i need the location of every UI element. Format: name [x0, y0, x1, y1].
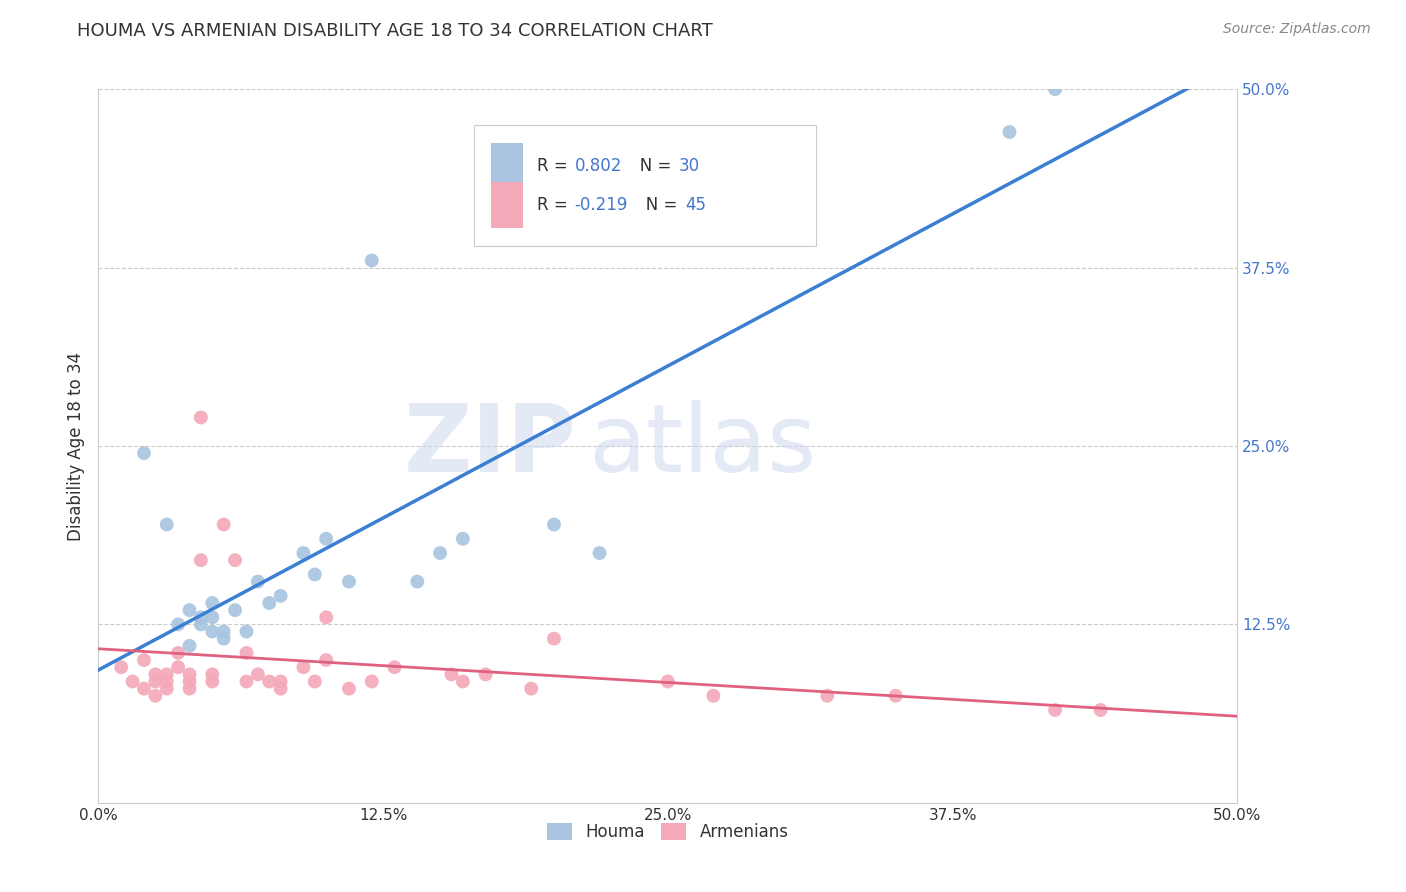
Point — [440, 667, 463, 681]
Point — [110, 660, 132, 674]
Point — [304, 567, 326, 582]
Point — [212, 624, 235, 639]
Point — [315, 610, 337, 624]
Point — [201, 624, 224, 639]
Point — [337, 574, 360, 589]
Point — [1135, 75, 1157, 89]
Point — [543, 517, 565, 532]
Point — [1043, 703, 1066, 717]
Point — [429, 546, 451, 560]
Point — [145, 674, 167, 689]
Point — [360, 253, 382, 268]
Point — [315, 653, 337, 667]
Text: 45: 45 — [685, 196, 706, 214]
Text: R =: R = — [537, 196, 572, 214]
Point — [201, 667, 224, 681]
Point — [190, 617, 212, 632]
Point — [315, 532, 337, 546]
Point — [451, 532, 474, 546]
Point — [246, 667, 269, 681]
Point — [884, 689, 907, 703]
Point — [212, 632, 235, 646]
Point — [132, 446, 155, 460]
Point — [304, 674, 326, 689]
Point — [121, 674, 143, 689]
Point — [201, 596, 224, 610]
Point — [360, 674, 382, 689]
Point — [167, 617, 190, 632]
Legend: Houma, Armenians: Houma, Armenians — [540, 816, 796, 848]
Point — [224, 553, 246, 567]
Point — [179, 639, 201, 653]
Point — [167, 646, 190, 660]
Point — [190, 410, 212, 425]
Point — [384, 660, 406, 674]
Text: 30: 30 — [679, 157, 700, 175]
Point — [259, 596, 281, 610]
Point — [543, 632, 565, 646]
Point — [588, 546, 610, 560]
Point — [337, 681, 360, 696]
Text: HOUMA VS ARMENIAN DISABILITY AGE 18 TO 34 CORRELATION CHART: HOUMA VS ARMENIAN DISABILITY AGE 18 TO 3… — [77, 22, 713, 40]
Point — [179, 681, 201, 696]
Point — [998, 125, 1021, 139]
Point — [259, 674, 281, 689]
Text: Source: ZipAtlas.com: Source: ZipAtlas.com — [1223, 22, 1371, 37]
Point — [520, 681, 543, 696]
Point — [179, 603, 201, 617]
Point — [190, 610, 212, 624]
Bar — [474, 125, 815, 246]
Point — [156, 517, 179, 532]
Text: -0.219: -0.219 — [575, 196, 628, 214]
Point — [474, 667, 496, 681]
Point — [212, 517, 235, 532]
Text: R =: R = — [537, 157, 572, 175]
Point — [235, 646, 257, 660]
Point — [270, 589, 292, 603]
Point — [406, 574, 429, 589]
Point — [179, 667, 201, 681]
Point — [235, 624, 257, 639]
Point — [201, 674, 224, 689]
Text: atlas: atlas — [588, 400, 817, 492]
Point — [235, 674, 257, 689]
Point — [132, 681, 155, 696]
Y-axis label: Disability Age 18 to 34: Disability Age 18 to 34 — [66, 351, 84, 541]
Text: N =: N = — [624, 157, 676, 175]
Point — [270, 681, 292, 696]
Point — [1043, 82, 1066, 96]
Point — [292, 660, 315, 674]
Point — [156, 674, 179, 689]
Bar — [491, 182, 523, 228]
Point — [156, 681, 179, 696]
Point — [145, 667, 167, 681]
Point — [451, 674, 474, 689]
Point — [179, 674, 201, 689]
Point — [190, 553, 212, 567]
Text: ZIP: ZIP — [404, 400, 576, 492]
Point — [224, 603, 246, 617]
Point — [657, 674, 679, 689]
Point — [270, 674, 292, 689]
Point — [1090, 703, 1112, 717]
Point — [815, 689, 838, 703]
Bar — [491, 143, 523, 189]
Point — [156, 667, 179, 681]
Text: 0.802: 0.802 — [575, 157, 621, 175]
Point — [132, 653, 155, 667]
Point — [201, 610, 224, 624]
Point — [246, 574, 269, 589]
Point — [145, 689, 167, 703]
Point — [702, 689, 724, 703]
Point — [167, 660, 190, 674]
Text: N =: N = — [630, 196, 683, 214]
Point — [292, 546, 315, 560]
